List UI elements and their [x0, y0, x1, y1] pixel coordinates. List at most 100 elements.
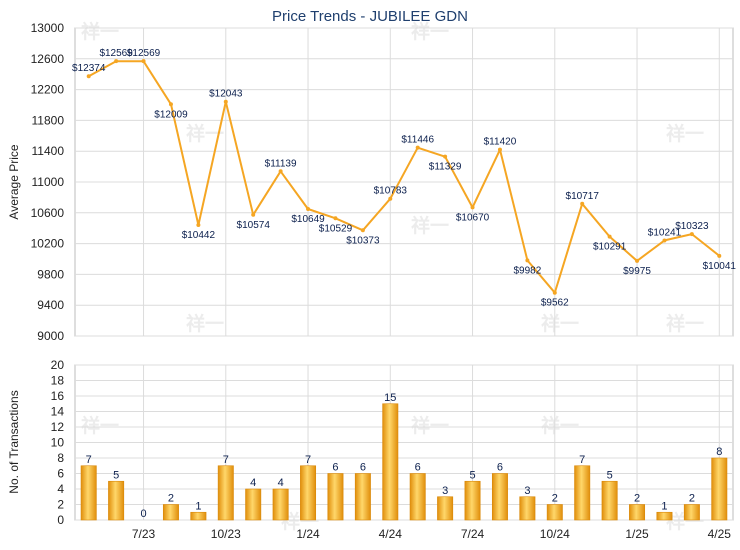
bar-value-label: 6: [497, 462, 503, 474]
price-point: [168, 102, 173, 107]
price-point: [552, 290, 557, 295]
price-point: [388, 196, 393, 201]
bar-y-tick-label: 14: [51, 405, 65, 419]
price-point: [86, 74, 91, 79]
price-data-label: $10323: [675, 221, 709, 232]
watermark-mark: 祥一: [81, 20, 119, 43]
watermark-mark: 祥一: [81, 414, 119, 437]
bar-value-label: 7: [223, 454, 229, 466]
price-data-label: $10241: [648, 227, 682, 238]
bar-value-label: 4: [278, 477, 284, 489]
bar-y-tick-label: 18: [51, 374, 65, 388]
bar-value-label: 4: [250, 477, 256, 489]
transaction-bar: [327, 473, 344, 521]
watermark-mark: 祥一: [186, 312, 224, 335]
bar-value-label: 3: [524, 485, 530, 497]
bar-y-tick-label: 10: [51, 436, 65, 450]
transaction-bar: [382, 403, 399, 521]
price-point: [607, 234, 612, 239]
price-data-label: $12374: [72, 63, 106, 74]
x-tick-label: 4/24: [379, 527, 403, 541]
price-point: [717, 253, 722, 258]
price-point: [360, 228, 365, 233]
price-data-label: $11329: [429, 162, 462, 173]
transaction-bar: [272, 488, 289, 521]
price-data-label: $9975: [623, 266, 651, 277]
price-data-label: $9562: [541, 298, 569, 309]
price-data-label: $12043: [209, 89, 243, 100]
x-tick-label: 1/24: [296, 527, 320, 541]
price-data-label: $10783: [374, 186, 408, 197]
price-data-label: $10670: [456, 212, 490, 223]
price-data-label: $10717: [566, 191, 600, 202]
price-data-label: $11420: [484, 137, 517, 148]
transaction-bar: [245, 488, 262, 521]
price-y-tick-label: 12200: [31, 83, 65, 97]
price-y-tick-label: 11400: [32, 144, 65, 158]
bar-y-tick-label: 16: [51, 389, 65, 403]
price-data-label: $10041: [703, 261, 737, 272]
price-data-label: $11139: [265, 158, 297, 169]
price-point: [333, 216, 338, 221]
price-y-tick-label: 11000: [32, 175, 65, 189]
x-tick-label: 10/24: [540, 527, 570, 541]
price-point: [306, 207, 311, 212]
transaction-bar: [409, 473, 426, 521]
watermark-mark: 祥一: [411, 414, 449, 437]
bar-y-tick-label: 6: [57, 467, 64, 481]
transaction-bar: [300, 465, 317, 521]
transaction-bar: [464, 480, 481, 521]
price-point: [278, 169, 283, 174]
bar-value-label: 2: [634, 493, 640, 505]
bar-value-label: 3: [442, 485, 448, 497]
transaction-bar: [354, 473, 371, 521]
price-data-label: $10373: [346, 235, 380, 246]
x-tick-label: 1/25: [625, 527, 649, 541]
bar-value-label: 1: [661, 500, 667, 512]
bar-value-label: 6: [360, 462, 366, 474]
price-y-tick-label: 11800: [32, 113, 65, 127]
bar-value-label: 5: [607, 469, 613, 481]
transaction-bar: [80, 465, 97, 521]
price-point: [497, 147, 502, 152]
price-point: [223, 99, 228, 104]
watermark-mark: 祥一: [411, 20, 449, 43]
watermark-mark: 祥一: [541, 312, 579, 335]
bar-value-label: 8: [716, 446, 722, 458]
transaction-bar: [656, 511, 673, 521]
price-point: [662, 238, 667, 243]
transaction-bar: [546, 504, 563, 521]
price-y-tick-label: 10200: [31, 237, 65, 251]
bar-value-label: 2: [689, 493, 695, 505]
transaction-bar: [629, 504, 646, 521]
price-y-tick-label: 9000: [37, 329, 64, 343]
price-series-line: [88, 60, 720, 294]
transaction-bar: [437, 496, 454, 521]
x-tick-label: 7/23: [132, 527, 156, 541]
bar-y-tick-label: 20: [51, 358, 65, 372]
price-y-tick-label: 9800: [37, 267, 64, 281]
chart-title: Price Trends - JUBILEE GDN: [272, 8, 468, 25]
price-point: [251, 212, 256, 217]
price-data-label: $10529: [319, 223, 353, 234]
price-data-label: $11446: [401, 135, 434, 146]
price-data-label: $10442: [182, 230, 216, 241]
price-data-label: $12569: [99, 48, 133, 59]
bar-value-label: 6: [415, 462, 421, 474]
bar-value-label: 6: [332, 462, 338, 474]
bar-value-label: 7: [579, 454, 585, 466]
transaction-bar: [574, 465, 591, 521]
price-data-label: $12009: [154, 109, 188, 120]
price-data-label: $12569: [127, 48, 161, 59]
bar-y-tick-label: 0: [57, 513, 64, 527]
transaction-bar: [711, 457, 728, 521]
price-point: [635, 258, 640, 263]
price-y-tick-label: 12600: [31, 52, 65, 66]
price-data-label: $10291: [593, 242, 627, 253]
transaction-bar: [519, 496, 536, 521]
bar-value-label: 15: [384, 392, 396, 404]
price-point: [114, 59, 119, 64]
